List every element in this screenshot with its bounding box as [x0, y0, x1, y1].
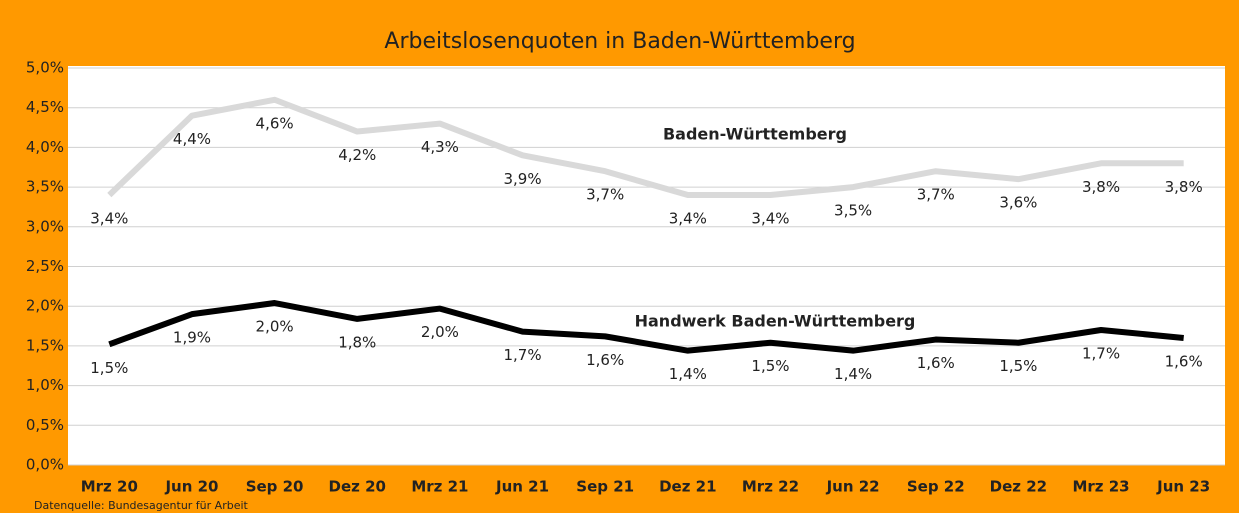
data-label: 1,5% [751, 357, 789, 375]
data-label: 3,8% [1082, 178, 1120, 196]
y-tick-label: 0,0% [26, 456, 64, 474]
data-label: 1,6% [1165, 352, 1203, 370]
data-label: 1,9% [173, 329, 211, 347]
data-label: 1,6% [917, 354, 955, 372]
data-label: 4,4% [173, 130, 211, 148]
data-label: 3,5% [834, 202, 872, 220]
source-note: Datenquelle: Bundesagentur für Arbeit [34, 499, 249, 512]
y-tick-label: 2,5% [26, 257, 64, 275]
series-line [108, 300, 1184, 354]
y-tick-label: 3,0% [26, 217, 64, 235]
data-label: 4,6% [256, 114, 294, 132]
x-tick-label: Sep 21 [576, 478, 634, 496]
data-label: 1,4% [834, 365, 872, 383]
x-tick-label: Mrz 22 [742, 478, 799, 496]
data-label: 1,5% [90, 359, 128, 377]
data-label: 1,4% [669, 365, 707, 383]
data-label: 1,6% [586, 351, 624, 369]
y-tick-label: 3,5% [26, 178, 64, 196]
y-tick-label: 4,0% [26, 138, 64, 156]
series-line [107, 96, 1184, 199]
data-label: 3,6% [999, 194, 1037, 212]
x-tick-label: Mrz 21 [411, 478, 468, 496]
data-label: 3,7% [586, 186, 624, 204]
chart-title: Arbeitslosenquoten in Baden-Württemberg [384, 29, 855, 54]
data-label: 3,7% [917, 186, 955, 204]
plot-area [68, 66, 1225, 465]
x-tick-label: Sep 20 [246, 478, 304, 496]
data-label: 3,4% [90, 210, 128, 228]
y-tick-label: 1,5% [26, 336, 64, 354]
y-tick-label: 5,0% [26, 59, 64, 77]
x-tick-label: Jun 21 [495, 478, 549, 496]
x-tick-label: Dez 22 [990, 478, 1047, 496]
y-tick-label: 2,0% [26, 297, 64, 315]
y-tick-label: 4,5% [26, 98, 64, 116]
y-tick-label: 0,5% [26, 416, 64, 434]
x-tick-label: Mrz 20 [81, 478, 138, 496]
data-label: 4,3% [421, 138, 459, 156]
x-tick-label: Dez 20 [329, 478, 386, 496]
data-label: 3,8% [1165, 178, 1203, 196]
data-label: 1,5% [999, 357, 1037, 375]
data-label: 1,8% [338, 333, 376, 351]
x-tick-label: Dez 21 [659, 478, 716, 496]
x-tick-label: Mrz 23 [1072, 478, 1129, 496]
x-tick-label: Jun 23 [1156, 478, 1210, 496]
data-label: 2,0% [256, 318, 294, 336]
series-label: Handwerk Baden-Württemberg [635, 312, 916, 331]
data-label: 4,2% [338, 146, 376, 164]
data-label: 3,4% [751, 210, 789, 228]
x-tick-label: Jun 20 [164, 478, 218, 496]
data-label: 1,7% [1082, 345, 1120, 363]
y-tick-label: 1,0% [26, 376, 64, 394]
data-label: 3,4% [669, 210, 707, 228]
series-label: Baden-Württemberg [663, 125, 847, 144]
data-label: 3,9% [503, 170, 541, 188]
data-label: 2,0% [421, 323, 459, 341]
x-tick-label: Jun 22 [826, 478, 880, 496]
x-tick-label: Sep 22 [907, 478, 965, 496]
data-label: 1,7% [503, 346, 541, 364]
